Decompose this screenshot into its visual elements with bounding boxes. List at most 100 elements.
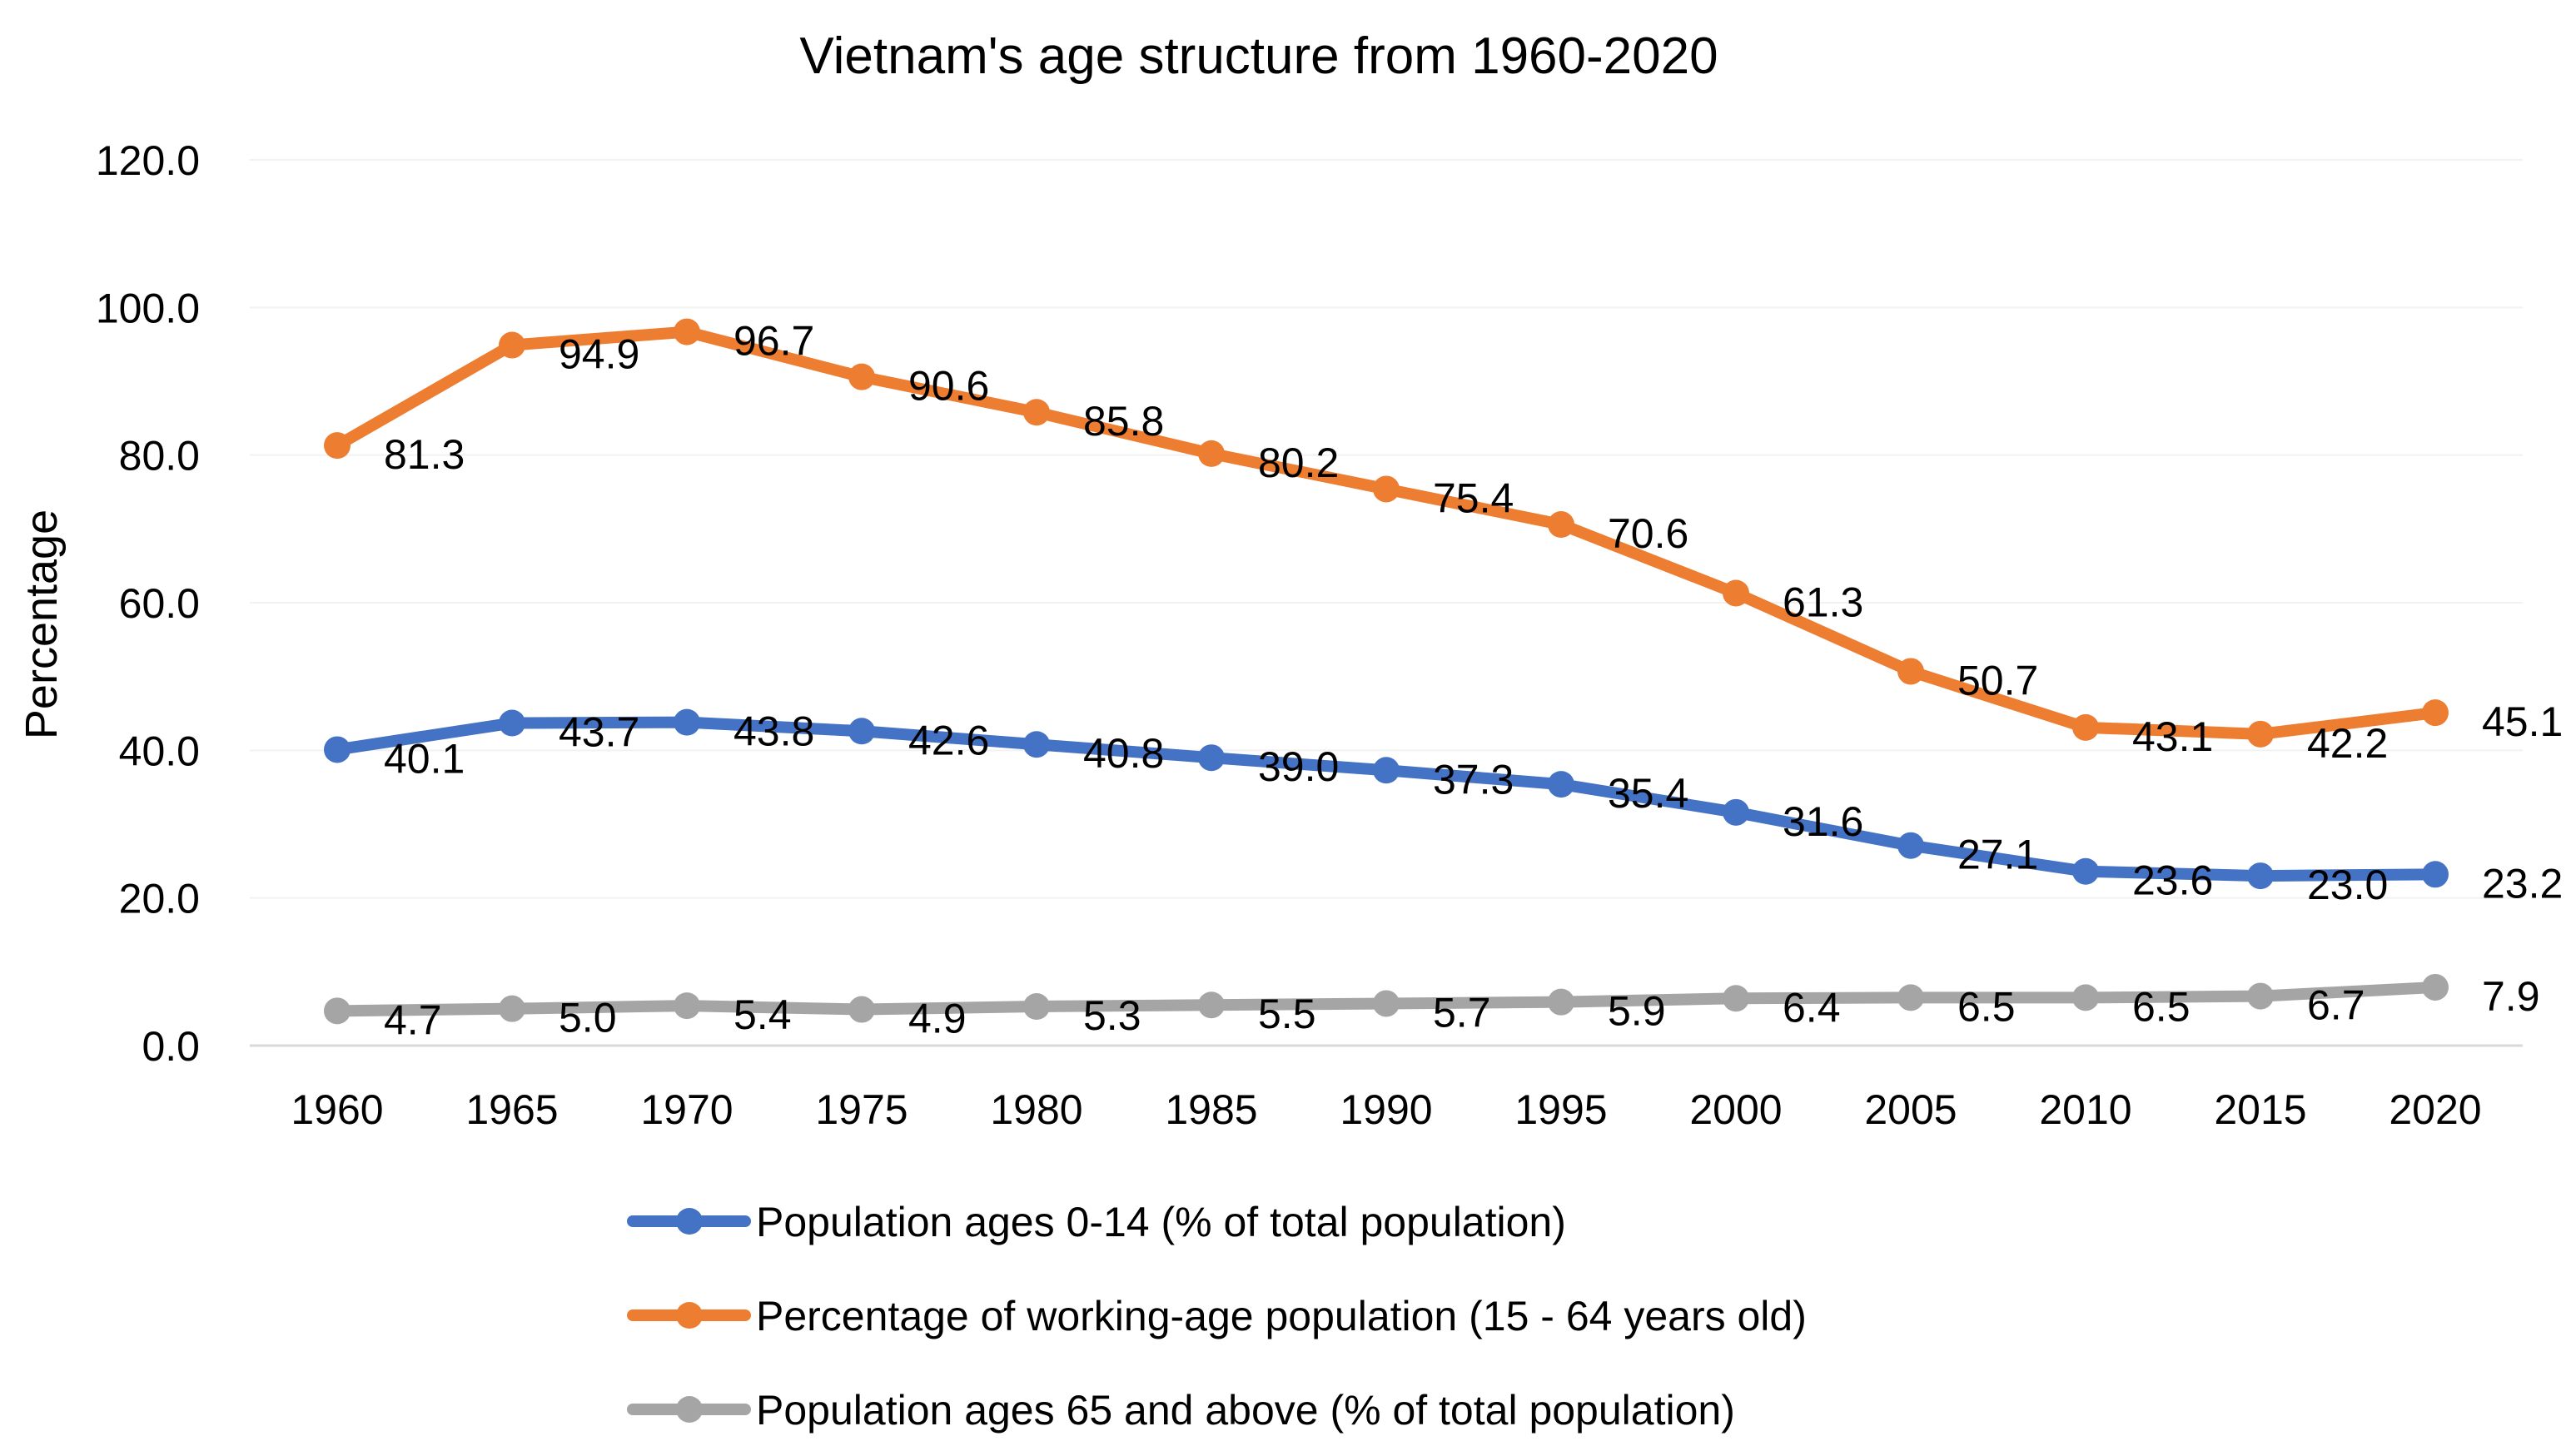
data-label: 42.6 (908, 717, 989, 763)
data-point (674, 318, 700, 345)
data-point (1023, 993, 1050, 1021)
data-label: 90.6 (908, 363, 989, 410)
data-label: 27.1 (1957, 832, 2038, 878)
data-label: 45.1 (2482, 698, 2563, 745)
data-point (1723, 798, 1749, 826)
data-point (2247, 720, 2274, 748)
data-label: 43.1 (2132, 713, 2213, 760)
data-point (2422, 861, 2449, 888)
x-tick-label: 1965 (465, 1086, 558, 1133)
x-tick-label: 1960 (291, 1086, 383, 1133)
data-label: 23.6 (2132, 857, 2213, 904)
data-point (1548, 988, 1574, 1016)
data-point (848, 718, 875, 745)
legend-swatch-marker (676, 1208, 703, 1235)
data-label: 61.3 (1783, 579, 1863, 625)
x-tick-label: 1970 (640, 1086, 733, 1133)
data-label: 6.4 (1783, 984, 1841, 1031)
legend-label: Population ages 65 and above (% of total… (756, 1387, 1735, 1434)
data-point (1548, 771, 1574, 798)
data-point (2072, 984, 2099, 1011)
data-label: 5.0 (559, 995, 617, 1041)
x-tick-label: 1995 (1514, 1086, 1607, 1133)
y-axis-ticks: 0.0 20.0 40.0 60.0 80.0 100.0 120.0 (96, 137, 200, 1070)
data-point (499, 331, 525, 359)
data-label: 6.5 (2132, 983, 2191, 1030)
data-label: 7.9 (2482, 973, 2540, 1020)
x-tick-label: 1985 (1165, 1086, 1257, 1133)
data-point (2422, 973, 2449, 1001)
data-label: 4.7 (384, 996, 442, 1043)
data-label: 94.9 (559, 331, 639, 378)
data-label: 5.7 (1433, 989, 1491, 1036)
x-tick-label: 2000 (1689, 1086, 1782, 1133)
data-label: 42.2 (2307, 720, 2388, 767)
data-point (324, 997, 351, 1025)
data-label: 80.2 (1258, 440, 1339, 486)
data-point (1897, 984, 1924, 1011)
data-label: 37.3 (1433, 756, 1514, 803)
legend: Population ages 0-14 (% of total populat… (627, 1199, 1807, 1434)
gridlines (250, 159, 2523, 1047)
data-label: 4.9 (908, 996, 967, 1042)
x-tick-label: 2015 (2214, 1086, 2306, 1133)
data-label: 40.1 (384, 735, 465, 782)
legend-label: Population ages 0-14 (% of total populat… (756, 1199, 1566, 1245)
data-point (2247, 982, 2274, 1010)
data-point (848, 996, 875, 1023)
data-point (1373, 757, 1400, 784)
data-label: 6.7 (2307, 982, 2365, 1029)
data-point (1198, 744, 1225, 772)
data-label: 43.7 (559, 709, 639, 756)
data-point (1897, 832, 1924, 859)
data-label: 6.5 (1957, 983, 2016, 1030)
data-label: 23.0 (2307, 862, 2388, 908)
data-labels: 40.1 43.7 43.8 42.6 40.8 39.0 37.3 35.4 31.6 27.1… (384, 318, 2563, 1044)
chart-title: Vietnam's age structure from 1960-2020 (799, 27, 1718, 85)
data-label: 70.6 (1608, 510, 1688, 557)
data-point (1373, 990, 1400, 1017)
data-point (1023, 399, 1050, 426)
data-point (1198, 440, 1225, 467)
series-line (331, 325, 2441, 740)
data-point (2072, 857, 2099, 885)
data-point (2422, 699, 2449, 727)
data-point (1198, 991, 1225, 1019)
data-point (1548, 511, 1574, 539)
x-tick-label: 2005 (1864, 1086, 1957, 1133)
data-label: 85.8 (1083, 398, 1164, 445)
data-point (499, 995, 525, 1022)
data-point (324, 432, 351, 460)
data-point (1023, 731, 1050, 758)
x-tick-label: 2020 (2389, 1086, 2481, 1133)
data-point (2247, 862, 2274, 890)
data-point (2072, 713, 2099, 741)
data-label: 5.4 (733, 991, 792, 1038)
data-label: 43.8 (733, 708, 814, 755)
data-label: 40.8 (1083, 730, 1164, 777)
data-label: 31.6 (1783, 798, 1863, 845)
data-label: 35.4 (1608, 770, 1688, 817)
data-label: 75.4 (1433, 475, 1514, 521)
y-tick-label: 40.0 (119, 728, 200, 774)
y-tick-label: 60.0 (119, 580, 200, 627)
data-label: 5.5 (1258, 991, 1316, 1037)
legend-label: Percentage of working-age population (15… (756, 1293, 1807, 1339)
data-point (1723, 985, 1749, 1012)
data-point (674, 992, 700, 1020)
data-label: 96.7 (733, 318, 814, 365)
legend-swatch-marker (676, 1396, 703, 1423)
data-label: 23.2 (2482, 860, 2563, 907)
data-label: 39.0 (1258, 743, 1339, 790)
data-label: 50.7 (1957, 657, 2038, 703)
legend-swatch-marker (676, 1302, 703, 1329)
series-lines (324, 318, 2449, 1025)
data-point (499, 709, 525, 737)
data-point (1897, 658, 1924, 685)
data-label: 5.9 (1608, 988, 1666, 1035)
x-tick-label: 1980 (990, 1086, 1082, 1133)
data-point (848, 363, 875, 390)
y-tick-label: 120.0 (96, 137, 200, 184)
x-tick-label: 2010 (2039, 1086, 2131, 1133)
